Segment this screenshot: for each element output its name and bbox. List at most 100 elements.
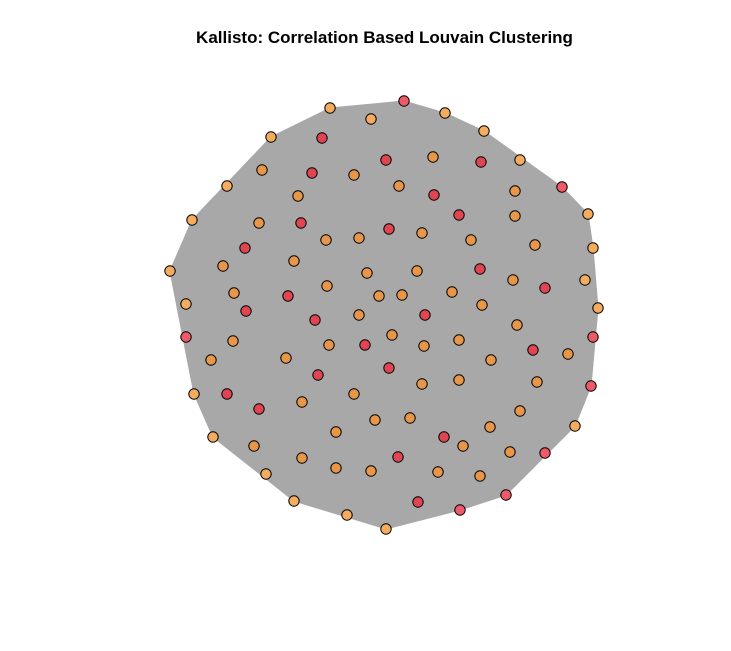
graph-node-26 [383, 223, 395, 235]
graph-node-36 [164, 265, 176, 277]
chart-title: Kallisto: Correlation Based Louvain Clus… [196, 28, 573, 47]
graph-node-34 [288, 255, 300, 267]
graph-node-17 [509, 185, 521, 197]
graph-node-24 [253, 217, 265, 229]
graph-node-13 [348, 169, 360, 181]
graph-node-18 [292, 190, 304, 202]
graph-node-16 [556, 181, 568, 193]
graph-node-99 [474, 470, 486, 482]
graph-node-58 [587, 331, 599, 343]
graph-edges [169, 100, 599, 530]
graph-node-48 [446, 286, 458, 298]
graph-node-53 [353, 309, 365, 321]
graph-node-103 [454, 504, 466, 516]
graph-node-56 [511, 319, 523, 331]
graph-node-47 [396, 289, 408, 301]
graph-node-50 [476, 299, 488, 311]
graph-node-94 [392, 451, 404, 463]
graph-node-55 [309, 314, 321, 326]
graph-node-5 [265, 131, 277, 143]
graph-node-100 [500, 489, 512, 501]
graph-node-74 [531, 376, 543, 388]
graph-node-2 [439, 107, 451, 119]
graph-node-73 [416, 378, 428, 390]
graph-node-9 [475, 156, 487, 168]
graph-node-23 [509, 210, 521, 222]
graph-node-68 [280, 352, 292, 364]
graph-node-19 [428, 189, 440, 201]
graph-node-102 [412, 496, 424, 508]
graph-node-52 [240, 305, 252, 317]
graph-node-62 [323, 339, 335, 351]
graph-node-82 [369, 414, 381, 426]
graph-node-14 [221, 180, 233, 192]
graph-node-92 [539, 447, 551, 459]
graph-node-54 [419, 309, 431, 321]
graph-node-31 [529, 239, 541, 251]
graph-node-88 [438, 431, 450, 443]
graph-node-70 [383, 362, 395, 374]
graph-node-76 [188, 388, 200, 400]
graph-node-64 [418, 340, 430, 352]
graph-node-43 [539, 282, 551, 294]
graph-node-11 [256, 164, 268, 176]
graph-node-1 [324, 102, 336, 114]
graph-node-10 [514, 154, 526, 166]
graph-node-3 [365, 113, 377, 125]
node-layer [164, 95, 604, 535]
graph-node-91 [504, 446, 516, 458]
graph-node-15 [393, 180, 405, 192]
graph-node-4 [478, 125, 490, 137]
graph-node-63 [359, 339, 371, 351]
graph-node-60 [453, 334, 465, 346]
graph-node-35 [217, 260, 229, 272]
graph-node-33 [239, 242, 251, 254]
graph-node-79 [296, 396, 308, 408]
graph-node-57 [180, 331, 192, 343]
graph-node-42 [321, 280, 333, 292]
graph-node-96 [365, 465, 377, 477]
graph-node-41 [579, 274, 591, 286]
graph-node-49 [180, 298, 192, 310]
graph-node-21 [186, 214, 198, 226]
graph-node-85 [484, 421, 496, 433]
graph-node-81 [514, 405, 526, 417]
graph-node-28 [320, 234, 332, 246]
graph-node-27 [416, 227, 428, 239]
graph-node-8 [380, 154, 392, 166]
graph-node-65 [527, 344, 539, 356]
graph-node-45 [282, 290, 294, 302]
graph-node-78 [348, 388, 360, 400]
graph-node-66 [562, 348, 574, 360]
graph-node-105 [380, 523, 392, 535]
graph-node-80 [253, 403, 265, 415]
graph-node-83 [404, 412, 416, 424]
graph-node-93 [296, 452, 308, 464]
graph-node-104 [341, 509, 353, 521]
graph-node-77 [221, 388, 233, 400]
graph-node-29 [353, 232, 365, 244]
graph-node-69 [485, 354, 497, 366]
graph-node-97 [432, 466, 444, 478]
graph-node-46 [373, 290, 385, 302]
graph-node-87 [207, 431, 219, 443]
graph-node-38 [361, 267, 373, 279]
graph-node-98 [260, 468, 272, 480]
graph-node-39 [411, 265, 423, 277]
graph-node-90 [248, 440, 260, 452]
graph-node-59 [386, 329, 398, 341]
graph-node-20 [582, 208, 594, 220]
graph-node-72 [453, 374, 465, 386]
graph-node-30 [465, 234, 477, 246]
graph-node-12 [306, 167, 318, 179]
graph-node-22 [453, 209, 465, 221]
edge-layer [169, 100, 599, 530]
graph-node-67 [205, 354, 217, 366]
graph-node-51 [592, 302, 604, 314]
graph-node-71 [312, 369, 324, 381]
graph-node-61 [227, 335, 239, 347]
graph-node-25 [295, 217, 307, 229]
graph-node-101 [288, 495, 300, 507]
graph-node-75 [585, 380, 597, 392]
